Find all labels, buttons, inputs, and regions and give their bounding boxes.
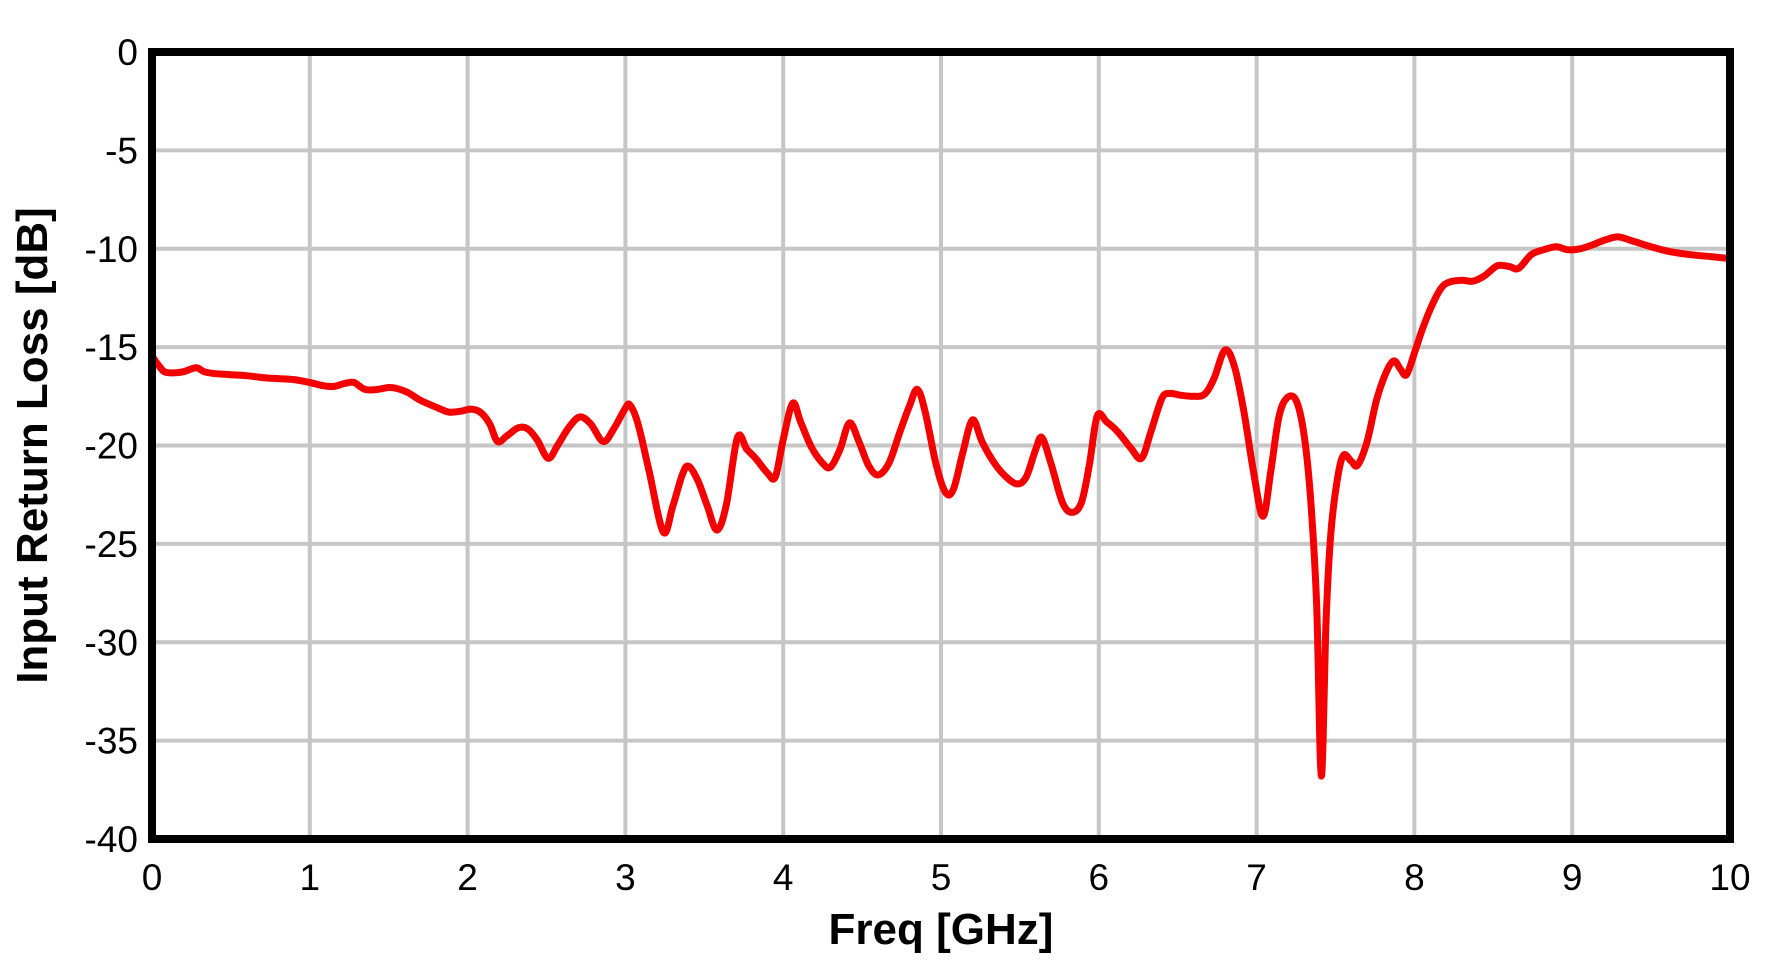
y-tick-label: -30 — [85, 622, 138, 663]
x-tick-label: 5 — [931, 857, 952, 898]
x-tick-label: 8 — [1404, 857, 1425, 898]
y-tick-label: -10 — [85, 229, 138, 270]
plot-border — [148, 48, 1734, 843]
x-axis-title: Freq [GHz] — [829, 905, 1054, 954]
x-tick-label: 10 — [1709, 857, 1750, 898]
x-tick-label: 9 — [1562, 857, 1583, 898]
y-tick-label: -15 — [85, 327, 138, 368]
y-tick-label: -25 — [85, 524, 138, 565]
y-tick-label: -20 — [85, 426, 138, 467]
y-axis-title: Input Return Loss [dB] — [8, 207, 57, 684]
y-tick-label: -35 — [85, 721, 138, 762]
x-tick-label: 1 — [300, 857, 321, 898]
x-tick-label: 6 — [1089, 857, 1110, 898]
y-tick-label: -5 — [105, 130, 138, 171]
x-tick-label: 4 — [773, 857, 794, 898]
y-tick-label: 0 — [117, 32, 138, 73]
y-tick-label: -40 — [85, 819, 138, 860]
x-tick-label: 0 — [142, 857, 163, 898]
x-tick-label: 7 — [1246, 857, 1267, 898]
x-tick-label: 2 — [457, 857, 478, 898]
trace-input-return-loss — [148, 233, 1734, 780]
x-tick-label: 3 — [615, 857, 636, 898]
